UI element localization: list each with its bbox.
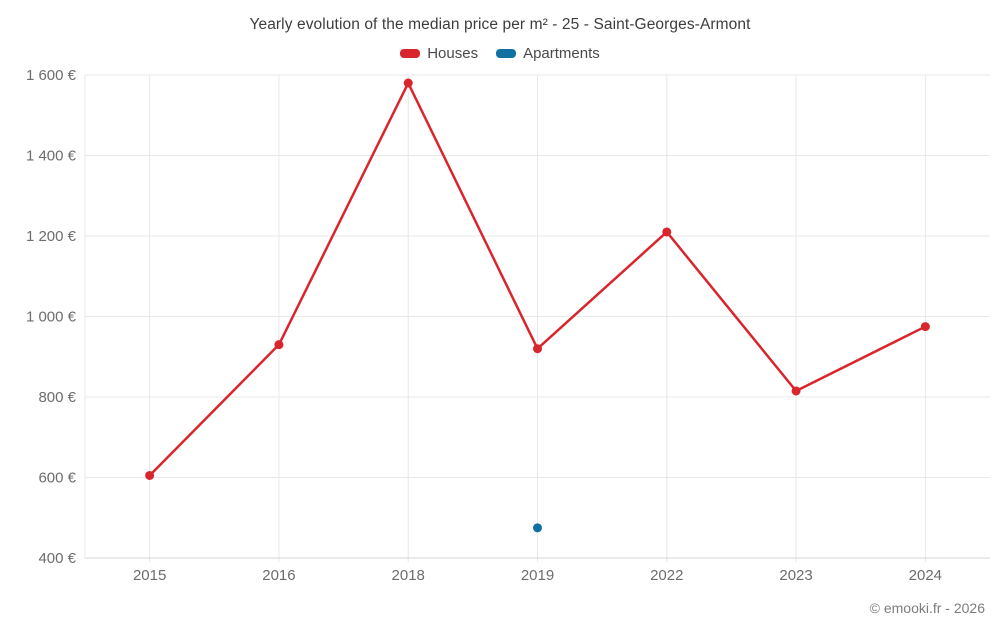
data-point-houses-2016[interactable] xyxy=(274,340,284,350)
legend-item-apartments[interactable]: Apartments xyxy=(496,45,600,62)
legend-label-houses: Houses xyxy=(427,45,479,62)
x-axis-tick-label: 2018 xyxy=(392,567,425,584)
y-axis-tick-label: 1 600 € xyxy=(26,67,77,84)
houses-series-swatch-icon xyxy=(400,49,421,58)
y-axis-tick-label: 1 200 € xyxy=(26,228,77,245)
data-point-houses-2023[interactable] xyxy=(791,386,801,396)
x-axis-tick-label: 2024 xyxy=(909,567,942,584)
x-axis-tick-label: 2023 xyxy=(779,567,812,584)
x-axis-tick-label: 2015 xyxy=(133,567,166,584)
x-axis-tick-label: 2019 xyxy=(521,567,554,584)
data-point-houses-2019[interactable] xyxy=(533,344,542,354)
x-axis-tick-label: 2022 xyxy=(650,567,683,584)
copyright-credit: © emooki.fr - 2026 xyxy=(869,600,985,616)
y-axis-tick-label: 400 € xyxy=(38,550,76,567)
data-point-houses-2022[interactable] xyxy=(662,227,672,237)
chart-title: Yearly evolution of the median price per… xyxy=(249,16,751,33)
x-axis-tick-label: 2016 xyxy=(262,567,295,584)
data-point-houses-2024[interactable] xyxy=(920,322,930,332)
data-point-houses-2015[interactable] xyxy=(145,470,155,480)
y-axis-tick-label: 600 € xyxy=(38,470,76,487)
y-axis-tick-label: 1 000 € xyxy=(26,309,77,326)
legend: Houses Apartments xyxy=(0,45,1000,62)
y-axis-tick-label: 1 400 € xyxy=(26,148,77,165)
legend-item-houses[interactable]: Houses xyxy=(400,45,478,62)
apartments-series-swatch-icon xyxy=(496,49,517,58)
legend-label-apartments: Apartments xyxy=(523,45,600,62)
y-axis-tick-label: 800 € xyxy=(38,389,76,406)
data-point-houses-2018[interactable] xyxy=(403,78,413,88)
data-point-apartments-2019[interactable] xyxy=(533,523,542,533)
